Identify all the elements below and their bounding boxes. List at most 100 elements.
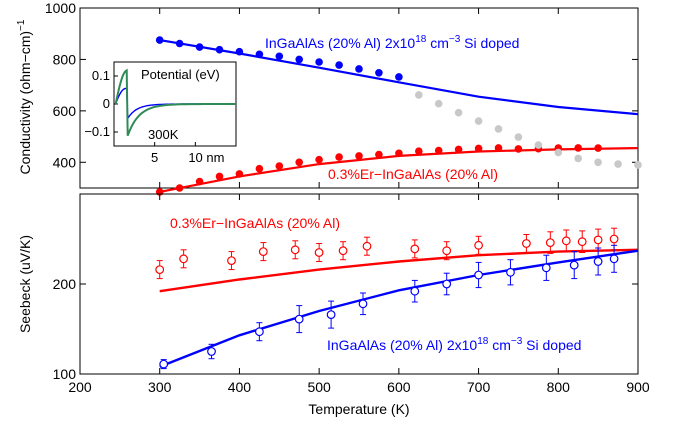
er-doped-conductivity-point <box>355 152 363 160</box>
inset-y-tick-label: −0.1 <box>84 124 110 139</box>
er-doped-seebeck-point <box>561 236 571 246</box>
inset-temperature-label: 300K <box>148 127 179 142</box>
undoped-seebeck-point <box>254 327 264 337</box>
er-doped-seebeck-point <box>410 244 420 254</box>
undoped-seebeck-point <box>506 267 515 277</box>
conductivity-panel: 400 600 800 1000 Conductivity (ohm−cm)−1 In… <box>16 0 642 196</box>
inset-ticks: 5 10 nm 0.1 0 −0.1 <box>84 68 224 165</box>
undoped-legend-label: InGaAlAs (20% Al) 2x1018 cm−3 Si doped <box>265 34 519 51</box>
grey-conductivity-point <box>614 160 622 168</box>
grey-conductivity-point <box>594 158 602 167</box>
temperature-x-tick-label: 600 <box>387 379 411 395</box>
er-doped-seebeck-point <box>314 248 324 257</box>
undoped-conductivity-point <box>195 43 204 51</box>
er-doped-seebeck-point <box>362 241 372 251</box>
temperature-x-tick-label: 800 <box>547 379 571 395</box>
seebeck-fit-lines <box>159 248 639 368</box>
er-doped-seebeck-point <box>258 247 268 257</box>
undoped-seebeck-point <box>358 299 368 309</box>
er-doped-conductivity-point <box>255 164 264 173</box>
undoped-seebeck-point <box>159 359 169 369</box>
er-doped-conductivity-point <box>474 144 483 153</box>
inset-x-tick-label: 5 <box>151 150 158 165</box>
temperature-x-tick-label: 400 <box>228 379 252 395</box>
inset-potential-curve-green <box>114 68 236 137</box>
er-doped-conductivity-point <box>454 145 463 154</box>
temperature-x-tick-label: 500 <box>307 379 331 395</box>
er-doped-seebeck-point <box>338 246 348 256</box>
er-doped-seebeck-point <box>609 234 619 244</box>
er-doped-conductivity-point <box>295 158 304 167</box>
inset-title: Potential (eV) <box>141 67 220 82</box>
er-doped-conductivity-point <box>275 162 284 170</box>
er-doped-seebeck-point <box>290 245 300 255</box>
undoped-conductivity-point <box>255 50 264 59</box>
grey-conductivity-point <box>474 117 483 125</box>
undoped-seebeck-point <box>294 314 304 324</box>
undoped-conductivity-point <box>295 55 304 64</box>
er-doped-seebeck-point <box>442 246 452 256</box>
conductivity-y-ticks: 400 600 800 1000 <box>45 0 639 188</box>
undoped-conductivity-point <box>355 65 363 73</box>
er-doped-conductivity-point <box>514 145 523 153</box>
er-doped-seebeck-fit-line <box>159 248 639 293</box>
undoped-conductivity-point <box>395 73 403 81</box>
undoped-conductivity-point <box>155 36 164 44</box>
temperature-x-tick-label: 300 <box>148 379 172 395</box>
conductivity-y-tick-label: 800 <box>53 51 77 67</box>
er-doped-conductivity-point <box>415 147 423 155</box>
undoped-seebeck-point <box>541 263 551 273</box>
undoped-conductivity-point <box>275 52 284 61</box>
conductivity-y-tick-label: 400 <box>53 154 77 170</box>
grey-conductivity-point <box>554 148 563 157</box>
conductivity-plot-frame <box>79 7 639 189</box>
er-doped-seebeck-point <box>474 240 484 250</box>
potential-inset: 5 10 nm 0.1 0 −0.1 Potential (eV) 300K <box>84 61 237 165</box>
grey-conductivity-point <box>494 125 503 133</box>
inset-x-tick-label: 10 nm <box>188 150 224 165</box>
undoped-seebeck-fit-line <box>159 249 639 368</box>
undoped-conductivity-point <box>215 45 224 54</box>
undoped-conductivity-point <box>375 69 383 77</box>
temperature-x-axis-title: Temperature (K) <box>308 401 409 417</box>
er-doped-conductivity-point <box>215 172 224 181</box>
er-doped-conductivity-point <box>335 153 343 161</box>
undoped-conductivity-point <box>175 39 184 48</box>
er-doped-conductivity-point <box>195 177 204 186</box>
er-doped-conductivity-point <box>375 150 383 159</box>
temperature-x-tick-label: 200 <box>68 379 92 395</box>
grey-conductivity-point <box>454 108 463 117</box>
er-doped-conductivity-point <box>494 144 503 152</box>
grey-conductivity-point <box>574 154 582 163</box>
undoped-seebeck-point <box>442 279 452 289</box>
er-doped-seebeck-point <box>577 237 587 247</box>
undoped-seebeck-point <box>474 270 484 280</box>
undoped-conductivity-point <box>235 47 244 56</box>
undoped-conductivity-point <box>335 61 343 69</box>
er-doped-conductivity-point <box>594 144 602 152</box>
conductivity-y-axis-title: Conductivity (ohm−cm)−1 <box>16 19 33 174</box>
conductivity-y-tick-label: 1000 <box>45 0 76 16</box>
grey-conductivity-point <box>415 91 423 99</box>
seebeck-er-doped-label: 0.3%Er−InGaAlAs (20% Al) <box>170 215 340 231</box>
seebeck-y-axis-title: Seebeck (uV/K) <box>17 235 33 333</box>
grey-conductivity-point <box>514 133 523 141</box>
temperature-x-tick-label: 900 <box>626 379 650 395</box>
seebeck-y-tick-label: 200 <box>53 276 77 292</box>
seebeck-undoped-label: InGaAlAs (20% Al) 2x1018 cm−3 Si doped <box>327 336 581 353</box>
undoped-seebeck-point <box>410 286 420 296</box>
undoped-seebeck-point <box>326 310 336 320</box>
conductivity-data-points <box>155 36 642 196</box>
er-doped-conductivity-point <box>574 144 582 152</box>
inset-y-tick-label: 0 <box>103 96 110 111</box>
er-doped-conductivity-point <box>434 146 443 155</box>
grey-conductivity-point <box>534 141 543 149</box>
er-doped-seebeck-point <box>155 265 165 275</box>
er-doped-conductivity-point <box>395 149 403 158</box>
undoped-seebeck-point <box>609 254 619 264</box>
temperature-x-ticks: 200 300 400 500 600 700 800 900 <box>68 194 650 395</box>
grey-conductivity-point <box>634 161 642 169</box>
er-doped-seebeck-point <box>593 235 603 245</box>
